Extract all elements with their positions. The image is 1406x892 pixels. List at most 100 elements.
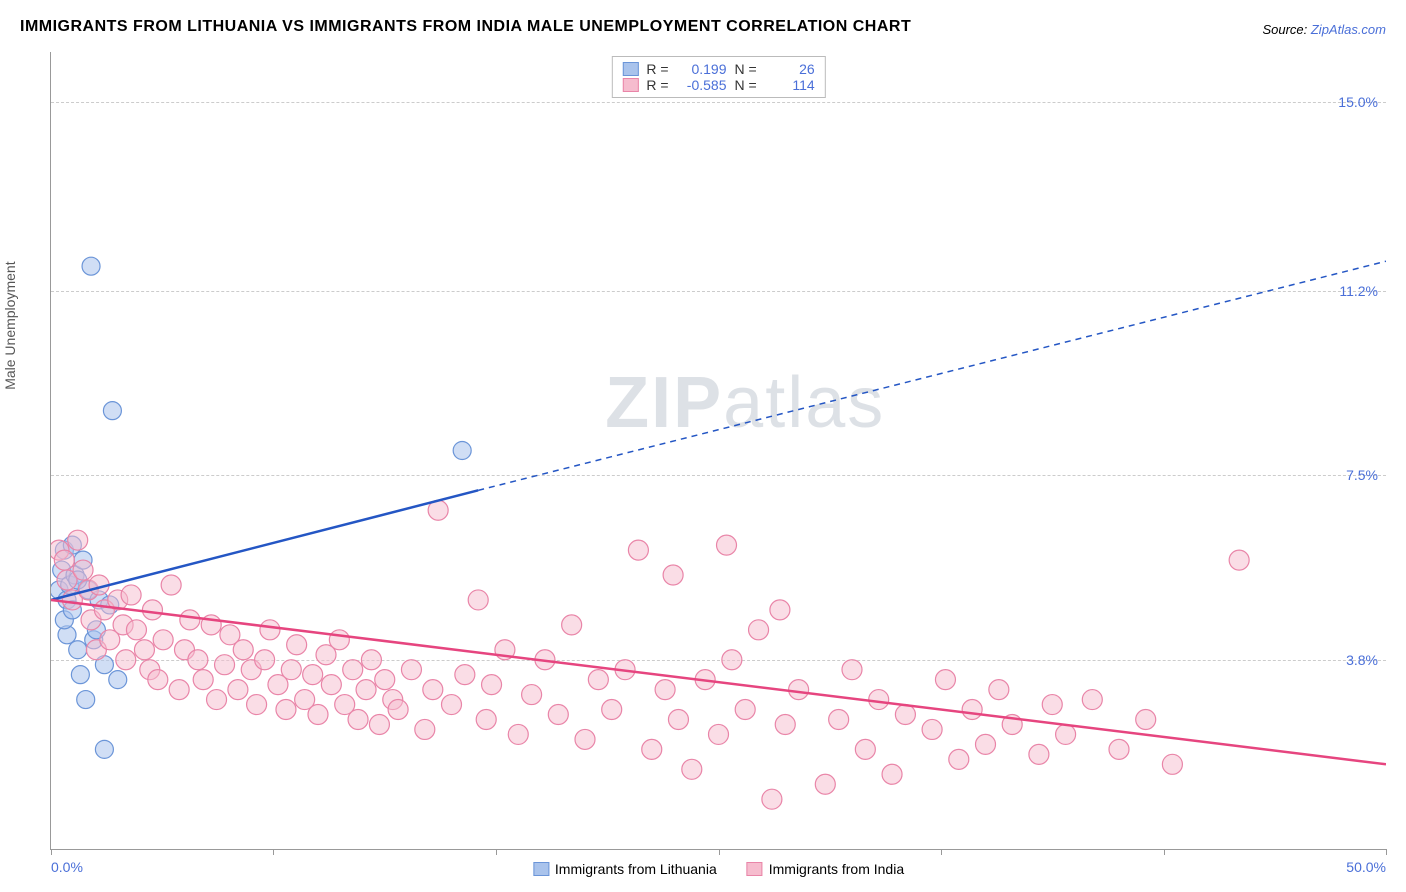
data-point — [287, 635, 307, 655]
data-point — [1042, 695, 1062, 715]
data-point — [522, 685, 542, 705]
data-point — [148, 670, 168, 690]
data-point — [882, 764, 902, 784]
x-tick-label: 0.0% — [51, 859, 83, 875]
data-point — [989, 680, 1009, 700]
legend-swatch — [622, 62, 638, 76]
legend-r-label: R = — [646, 77, 668, 93]
data-point — [401, 660, 421, 680]
data-point — [508, 724, 528, 744]
trend-line — [51, 490, 478, 600]
source-prefix: Source: — [1262, 22, 1310, 37]
data-point — [281, 660, 301, 680]
x-tick — [1386, 849, 1387, 855]
data-point — [207, 690, 227, 710]
chart-plot-area: ZIPatlas R =0.199N =26R =-0.585N =114 Im… — [50, 52, 1386, 850]
data-point — [348, 709, 368, 729]
data-point — [68, 530, 88, 550]
data-point — [655, 680, 675, 700]
data-point — [1162, 754, 1182, 774]
legend-swatch — [747, 862, 763, 876]
source-link[interactable]: ZipAtlas.com — [1311, 22, 1386, 37]
data-point — [116, 650, 136, 670]
data-point — [642, 739, 662, 759]
x-tick-label: 50.0% — [1346, 859, 1386, 875]
data-point — [276, 700, 296, 720]
chart-title: IMMIGRANTS FROM LITHUANIA VS IMMIGRANTS … — [20, 18, 911, 36]
data-point — [180, 610, 200, 630]
data-point — [476, 709, 496, 729]
data-point — [142, 600, 162, 620]
data-point — [82, 257, 100, 275]
data-point — [69, 641, 87, 659]
legend-swatch — [533, 862, 549, 876]
y-axis-label: Male Unemployment — [2, 261, 18, 389]
data-point — [375, 670, 395, 690]
data-point — [668, 709, 688, 729]
legend-swatch — [622, 78, 638, 92]
data-point — [415, 719, 435, 739]
data-point — [762, 789, 782, 809]
data-point — [815, 774, 835, 794]
legend-r-label: R = — [646, 61, 668, 77]
data-point — [855, 739, 875, 759]
data-point — [442, 695, 462, 715]
data-point — [453, 442, 471, 460]
legend-item: Immigrants from Lithuania — [533, 861, 717, 877]
data-point — [949, 749, 969, 769]
series-legend: Immigrants from Lithuania Immigrants from… — [533, 861, 904, 877]
data-point — [628, 540, 648, 560]
legend-n-value: 114 — [765, 77, 815, 93]
legend-r-value: -0.585 — [677, 77, 727, 93]
data-point — [228, 680, 248, 700]
data-point — [602, 700, 622, 720]
data-point — [722, 650, 742, 670]
data-point — [303, 665, 323, 685]
data-point — [308, 705, 328, 725]
data-point — [895, 705, 915, 725]
data-point — [361, 650, 381, 670]
x-tick — [719, 849, 720, 855]
data-point — [749, 620, 769, 640]
chart-svg — [51, 52, 1386, 849]
data-point — [548, 705, 568, 725]
data-point — [735, 700, 755, 720]
data-point — [169, 680, 189, 700]
data-point — [73, 560, 93, 580]
data-point — [663, 565, 683, 585]
x-tick — [51, 849, 52, 855]
data-point — [95, 740, 113, 758]
legend-label: Immigrants from Lithuania — [555, 861, 717, 877]
data-point — [215, 655, 235, 675]
data-point — [109, 671, 127, 689]
data-point — [153, 630, 173, 650]
data-point — [922, 719, 942, 739]
data-point — [1056, 724, 1076, 744]
x-tick — [1164, 849, 1165, 855]
legend-row: R =0.199N =26 — [622, 61, 814, 77]
data-point — [321, 675, 341, 695]
data-point — [682, 759, 702, 779]
legend-label: Immigrants from India — [769, 861, 904, 877]
data-point — [188, 650, 208, 670]
legend-n-label: N = — [735, 77, 757, 93]
data-point — [369, 714, 389, 734]
data-point — [976, 734, 996, 754]
data-point — [575, 729, 595, 749]
data-point — [54, 550, 74, 570]
data-point — [388, 700, 408, 720]
data-point — [71, 666, 89, 684]
data-point — [770, 600, 790, 620]
data-point — [126, 620, 146, 640]
data-point — [1109, 739, 1129, 759]
data-point — [1029, 744, 1049, 764]
data-point — [829, 709, 849, 729]
data-point — [935, 670, 955, 690]
data-point — [842, 660, 862, 680]
data-point — [343, 660, 363, 680]
trend-line-extrapolated — [478, 261, 1386, 490]
correlation-legend: R =0.199N =26R = -0.585 N = 114 — [611, 56, 825, 98]
data-point — [482, 675, 502, 695]
data-point — [775, 714, 795, 734]
data-point — [869, 690, 889, 710]
